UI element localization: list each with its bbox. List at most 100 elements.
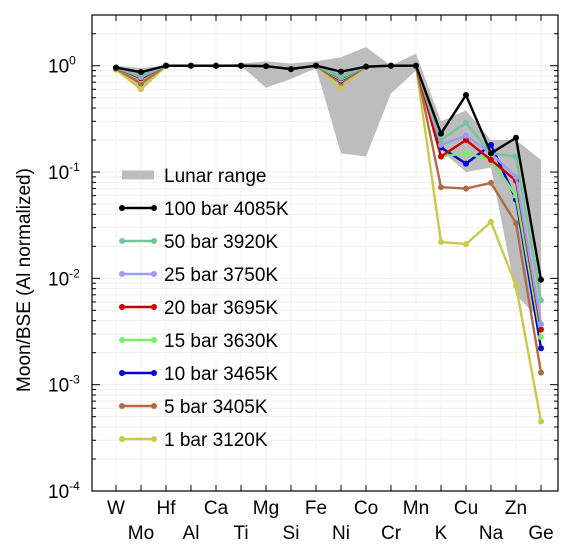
data-point [513,282,519,289]
legend-marker [119,370,125,376]
x-tick-label: Ti [233,523,248,544]
legend-item-10-bar-3465k: 10 bar 3465K [119,364,278,385]
legend-marker [151,403,157,409]
legend-marker [151,337,157,343]
x-tick-label: Fe [305,498,327,519]
x-tick-label: Mn [403,498,429,519]
legend-item-1-bar-3120k: 1 bar 3120K [119,430,268,451]
data-point [138,69,144,76]
data-point [138,86,144,93]
data-point [338,68,344,75]
plot-frame [91,14,559,492]
data-point [513,220,519,227]
legend-label: 20 bar 3695K [164,298,278,319]
data-point [163,62,169,69]
legend-marker [119,238,125,244]
data-point [538,369,544,376]
y-tick-label: 10-1 [48,160,80,184]
legend-label: 1 bar 3120K [164,430,268,451]
legend-item-20-bar-3695k: 20 bar 3695K [119,298,278,319]
data-point [438,153,444,160]
y-tick-label: 10-4 [48,479,80,503]
data-point [413,62,419,69]
x-tick-label: Cr [381,523,402,544]
data-point [113,64,119,71]
data-point [513,153,519,160]
legend-marker [119,205,125,211]
data-point [463,137,469,144]
legend-marker [119,304,125,310]
data-point [338,84,344,91]
legend-label: 15 bar 3630K [164,331,278,352]
legend-item-100-bar-4085k: 100 bar 4085K [119,199,289,220]
data-point [538,334,544,341]
data-point [488,218,494,225]
legend-label: 5 bar 3405K [164,397,268,418]
data-point [538,418,544,425]
y-tick-label: 10-3 [48,373,80,397]
data-point [463,185,469,192]
x-tick-label: Ge [528,523,553,544]
data-point [388,62,394,69]
data-point [188,62,194,69]
legend-item-25-bar-3750k: 25 bar 3750K [119,265,278,286]
x-tick-label: Mo [128,523,154,544]
x-tick-label: W [107,498,125,519]
legend-item-5-bar-3405k: 5 bar 3405K [119,397,268,418]
legend-marker [151,271,157,277]
data-point [538,276,544,283]
data-point [263,63,269,70]
data-point [488,141,494,148]
data-point [338,73,344,80]
data-point [213,62,219,69]
y-tick-label: 10-2 [48,266,80,290]
legend-label: 10 bar 3465K [164,364,278,385]
data-point [513,134,519,141]
legend-marker [119,403,125,409]
x-tick-label: Cu [454,498,478,519]
x-tick-label: Zn [505,498,527,519]
x-tick-label: K [435,523,448,544]
legend-label: 25 bar 3750K [164,265,278,286]
series-line [115,64,543,280]
data-point [513,173,519,180]
legend-item-50-bar-3920k: 50 bar 3920K [119,232,278,253]
legend-marker [151,238,157,244]
data-point [463,119,469,126]
data-point [438,130,444,137]
data-point [538,345,544,352]
x-tick-label: Na [479,523,504,544]
series-100-bar-4085k [113,62,544,283]
data-point [463,150,469,157]
y-tick-label: 100 [48,54,76,78]
data-point [463,241,469,248]
legend-marker [119,436,125,442]
data-point [538,297,544,304]
legend: Lunar range 100 bar 4085K 50 bar 3920K 25 b… [119,166,289,451]
x-tick-label: Si [283,523,300,544]
legend-marker [151,370,157,376]
data-point [463,92,469,99]
x-tick-label: Hf [157,498,177,519]
legend-marker [119,337,125,343]
data-point [488,150,494,157]
data-point [538,321,544,328]
legend-marker [119,271,125,277]
legend-item-15-bar-3630k: 15 bar 3630K [119,331,278,352]
data-point [238,62,244,69]
data-point [288,66,294,73]
x-tick-label: Ca [204,498,229,519]
data-point [313,62,319,69]
legend-marker [151,304,157,310]
data-point [488,156,494,163]
legend-label: 100 bar 4085K [164,199,289,220]
x-tick-label: Mg [253,498,279,519]
legend-label: Lunar range [164,166,266,187]
x-tick-label: Ni [332,523,350,544]
data-point [488,179,494,186]
data-point [363,63,369,70]
data-point [438,238,444,245]
data-point [438,141,444,148]
